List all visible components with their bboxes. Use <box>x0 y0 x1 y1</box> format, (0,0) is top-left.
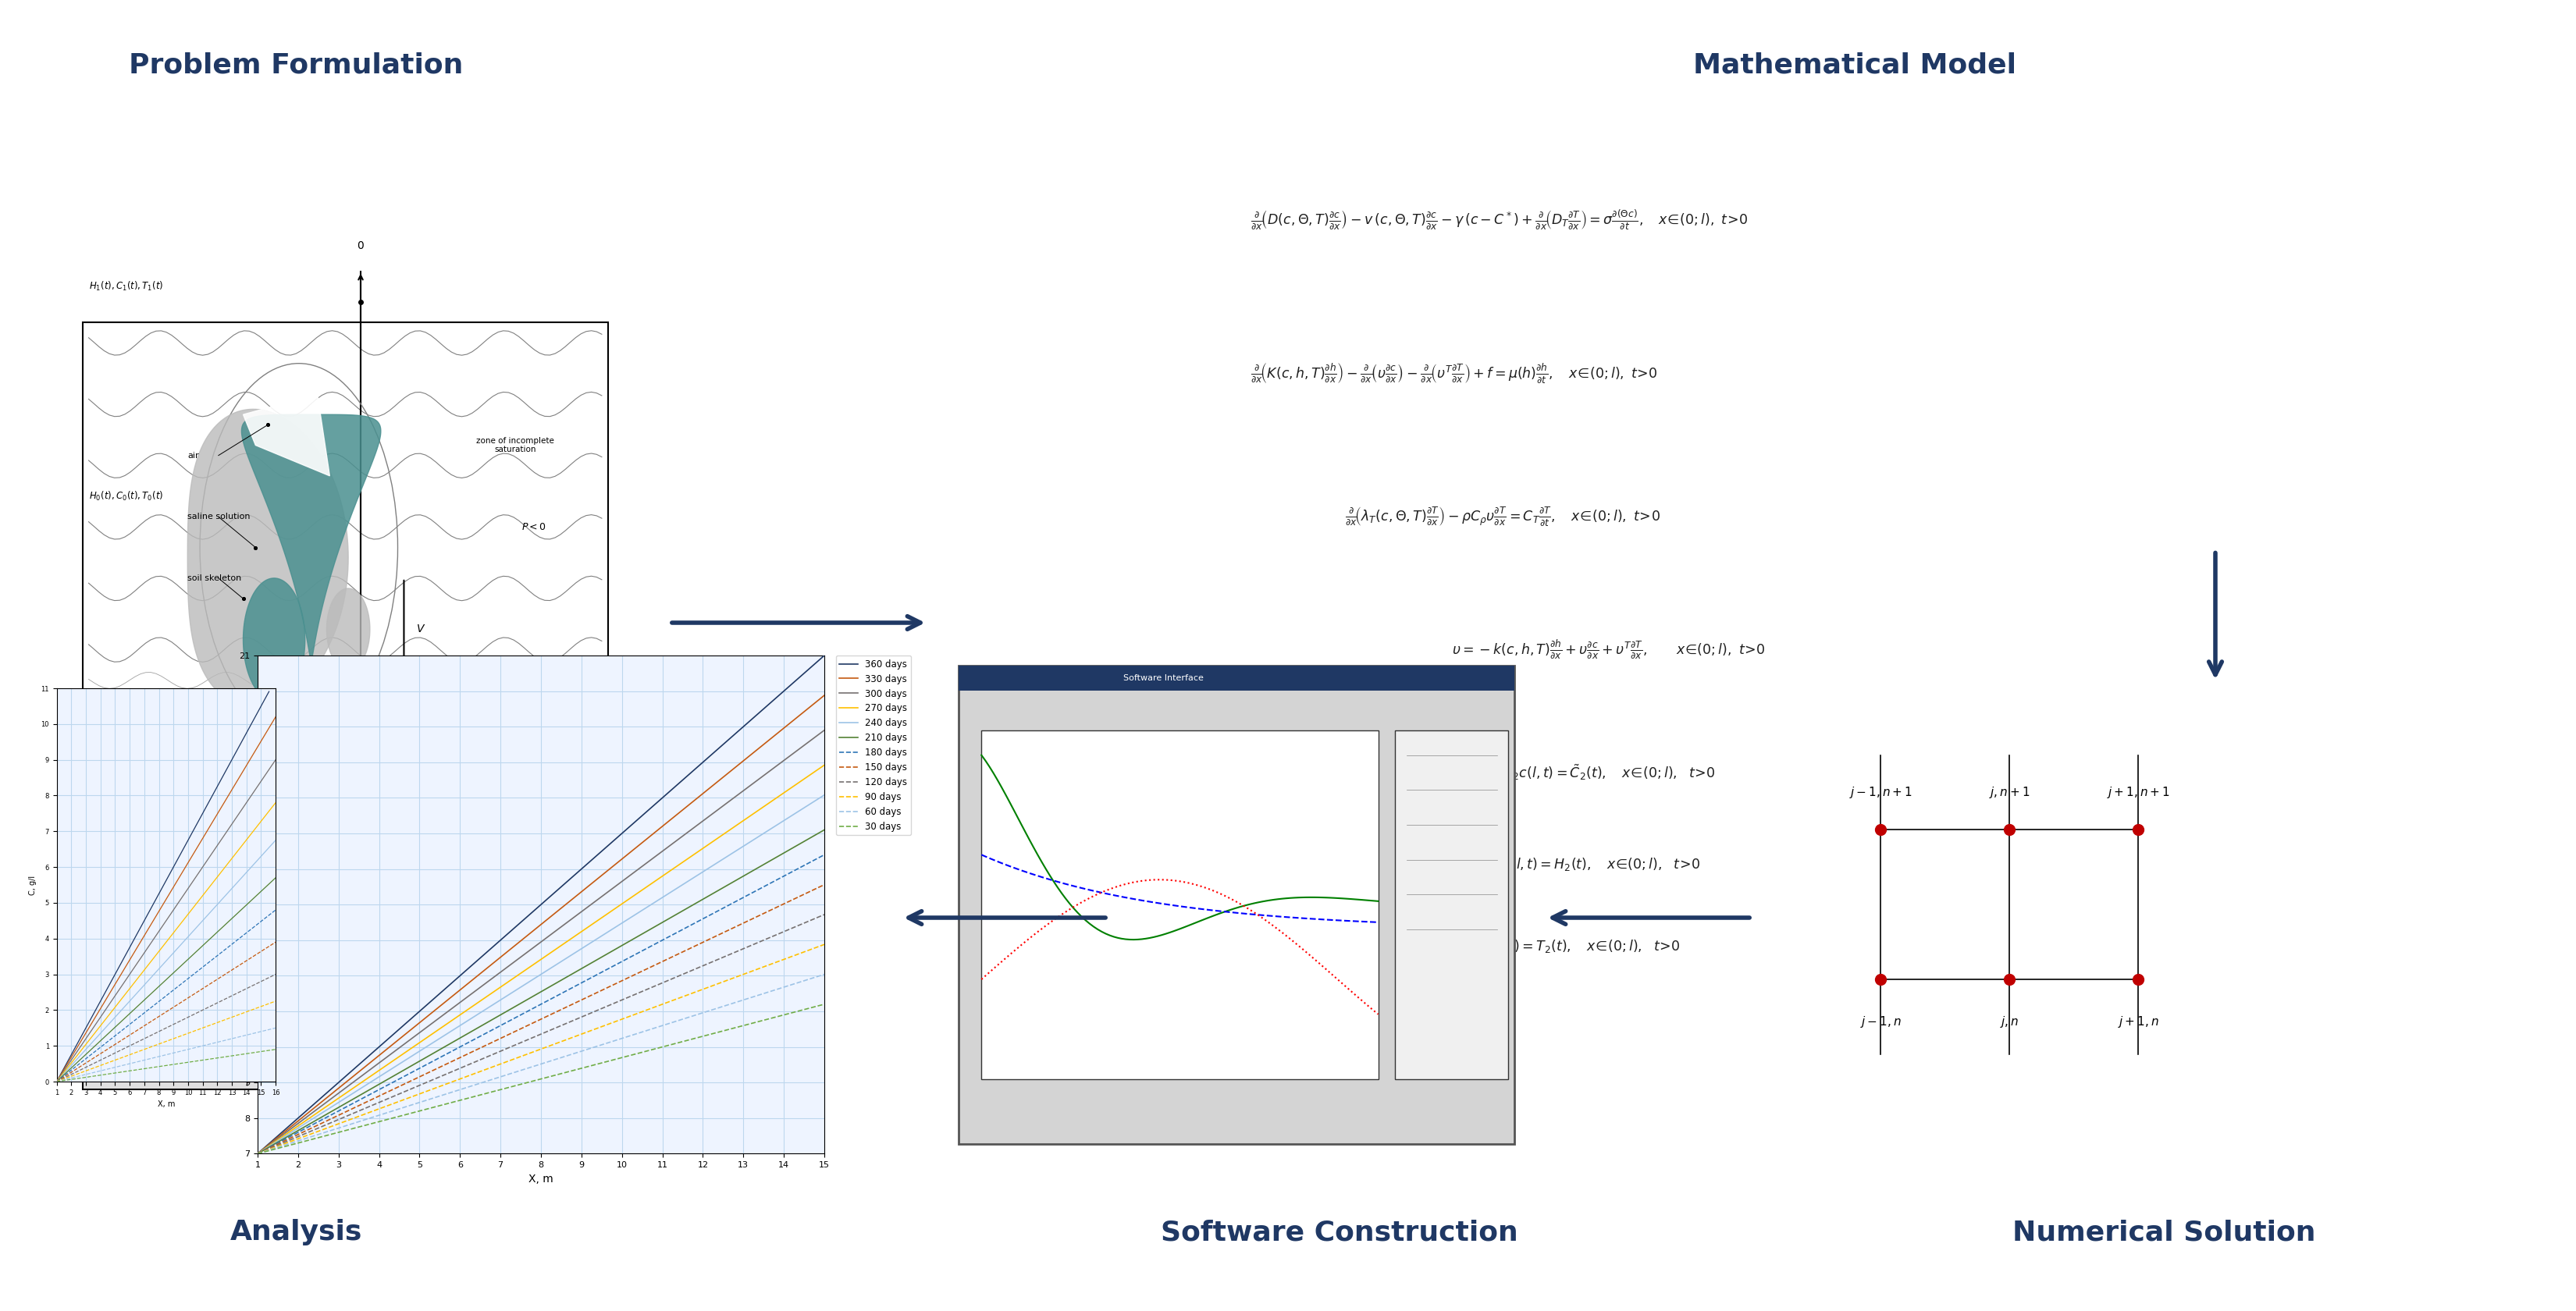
X-axis label: X, m: X, m <box>157 1100 175 1108</box>
Text: $j-1,n$: $j-1,n$ <box>1860 1015 1901 1029</box>
Text: Problem Formulation: Problem Formulation <box>129 52 464 79</box>
FancyBboxPatch shape <box>958 666 1515 1143</box>
Text: Numerical Solution: Numerical Solution <box>2012 1219 2316 1245</box>
Text: Software Construction: Software Construction <box>1162 1219 1517 1245</box>
Text: $c(x,0)=\tilde{C}_0(x),\quad l_1c(0,t)=\tilde{C}_1(t),\quad l_2c(l,t)=\tilde{C}_: $c(x,0)=\tilde{C}_0(x),\quad l_1c(0,t)=\… <box>1278 763 1716 781</box>
Text: 0: 0 <box>358 240 363 250</box>
Text: soil skeleton: soil skeleton <box>188 574 242 582</box>
FancyBboxPatch shape <box>981 730 1378 1079</box>
Text: $V$: $V$ <box>417 624 425 635</box>
Text: Analysis: Analysis <box>229 1219 363 1245</box>
FancyBboxPatch shape <box>958 666 1515 691</box>
Text: zone of complete
saturation: zone of complete saturation <box>479 928 551 944</box>
Text: $x$: $x$ <box>363 1130 374 1142</box>
Text: $H_0(t), C_0(t), T_0(t)$: $H_0(t), C_0(t), T_0(t)$ <box>88 490 162 502</box>
Text: $j-1,n+1$: $j-1,n+1$ <box>1850 785 1911 800</box>
Text: $h(x,0)=H_0(x),\quad h(0,t)=H_1(t),\quad h(l,t)=H_2(t),\quad x\!\in\!(0;l),\ \ t: $h(x,0)=H_0(x),\quad h(0,t)=H_1(t),\quad… <box>1278 856 1700 873</box>
Text: Software Interface: Software Interface <box>1123 674 1203 682</box>
FancyBboxPatch shape <box>1396 730 1510 1079</box>
Text: Mathematical Model: Mathematical Model <box>1692 52 2017 79</box>
Text: $P < 0$: $P < 0$ <box>520 522 546 532</box>
Text: $H_1(t), C_1(t), T_1(t)$: $H_1(t), C_1(t), T_1(t)$ <box>88 281 162 292</box>
Text: $j,n+1$: $j,n+1$ <box>1989 785 2030 800</box>
X-axis label: X, m: X, m <box>528 1173 554 1184</box>
Text: $P = 0$: $P = 0$ <box>520 675 546 686</box>
Polygon shape <box>242 414 381 659</box>
Polygon shape <box>82 762 608 1089</box>
Legend: 360 days, 330 days, 300 days, 270 days, 240 days, 210 days, 180 days, 150 days, : 360 days, 330 days, 300 days, 270 days, … <box>835 656 912 835</box>
Text: $T(x,0)=T_0(x),\, T(0,t)=T_1(t),\quad T\!\left(l,t\right)=T_2(t),\quad x\!\in\!(: $T(x,0)=T_0(x),\, T(0,t)=T_1(t),\quad T\… <box>1278 939 1680 954</box>
Text: $j+1,n$: $j+1,n$ <box>2117 1015 2159 1029</box>
Text: $\upsilon=-k(c,h,T)\frac{\partial h}{\partial x}+\upsilon\frac{\partial c}{\part: $\upsilon=-k(c,h,T)\frac{\partial h}{\pa… <box>1453 638 1765 661</box>
Text: $\frac{\partial}{\partial x}\!\left(K(c,h,T)\frac{\partial h}{\partial x}\right): $\frac{\partial}{\partial x}\!\left(K(c,… <box>1252 362 1659 385</box>
Text: $l(t)$: $l(t)$ <box>366 781 381 793</box>
Polygon shape <box>327 589 371 670</box>
Y-axis label: C, g/l: C, g/l <box>28 876 36 894</box>
Text: $\frac{\partial}{\partial x}\!\left(D(c,\Theta,T)\frac{\partial c}{\partial x}\r: $\frac{\partial}{\partial x}\!\left(D(c,… <box>1252 208 1749 232</box>
Polygon shape <box>188 409 348 707</box>
Text: groundwater level: groundwater level <box>422 800 502 808</box>
Polygon shape <box>242 395 330 476</box>
Text: $\frac{\partial}{\partial x}\!\left(\lambda_T(c,\Theta,T)\frac{\partial T}{\part: $\frac{\partial}{\partial x}\!\left(\lam… <box>1345 506 1659 528</box>
Text: $H_2(t), C_2(t), T_2(t)$: $H_2(t), C_2(t), T_2(t)$ <box>88 776 162 789</box>
Text: air: air <box>188 451 198 459</box>
Polygon shape <box>242 578 304 701</box>
Text: $j+1,n+1$: $j+1,n+1$ <box>2107 785 2169 800</box>
Text: saline solution: saline solution <box>188 513 250 520</box>
Text: $j,n$: $j,n$ <box>1999 1015 2020 1029</box>
Text: zone of incomplete
saturation: zone of incomplete saturation <box>477 437 554 454</box>
Y-axis label: Head, m: Head, m <box>224 882 234 927</box>
Polygon shape <box>82 323 608 762</box>
